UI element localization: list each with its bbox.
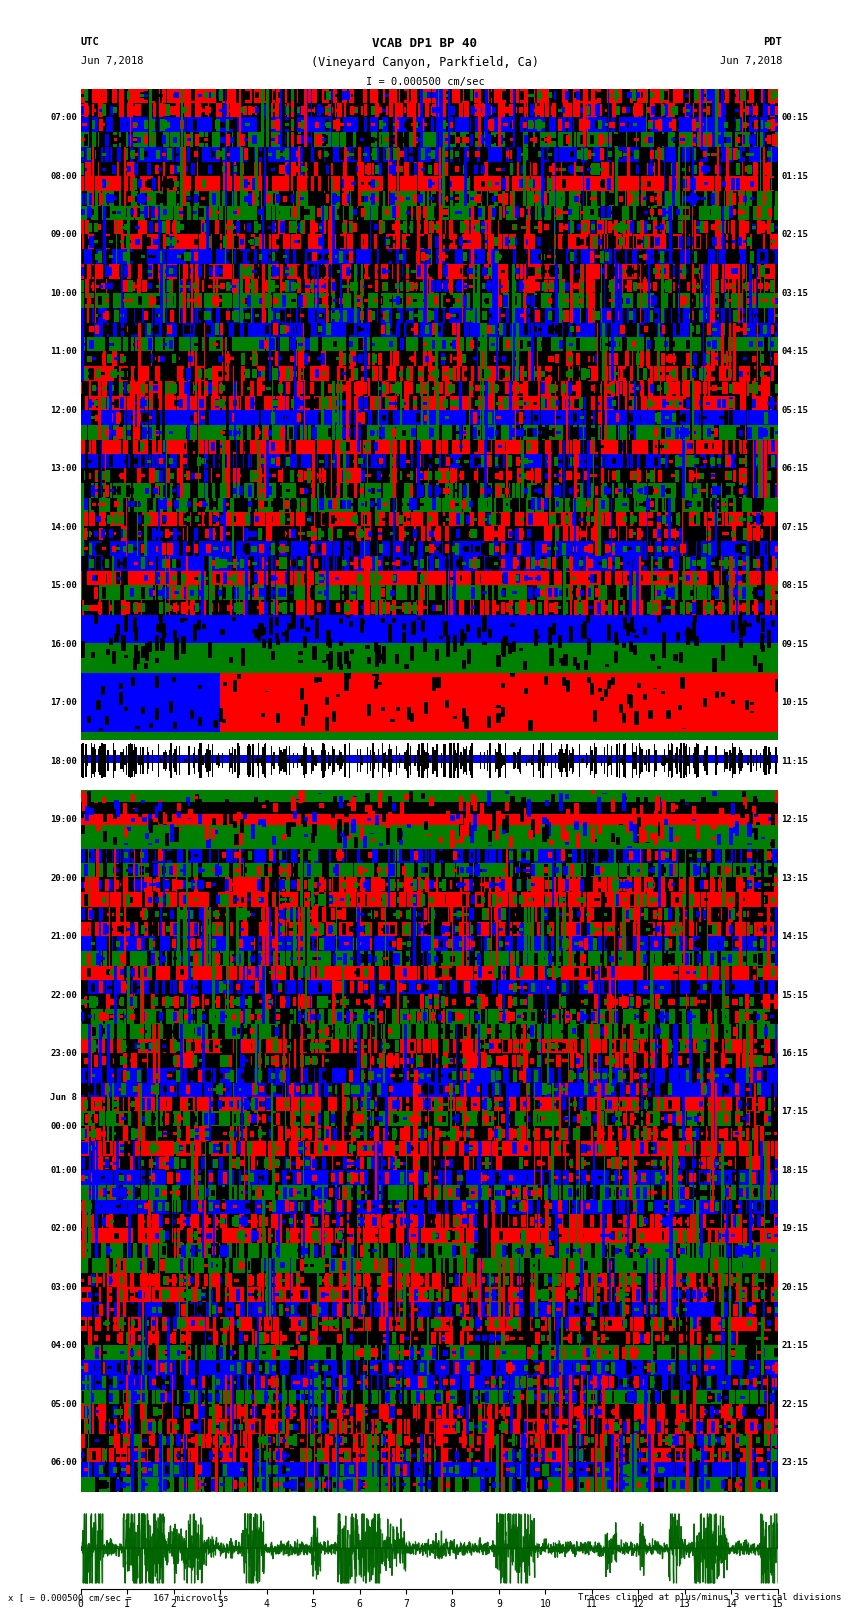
- Text: x [ = 0.000500 cm/sec =    167 microvolts: x [ = 0.000500 cm/sec = 167 microvolts: [8, 1592, 229, 1602]
- Text: 18:00: 18:00: [50, 756, 77, 766]
- Text: 12:00: 12:00: [50, 406, 77, 415]
- Text: 05:00: 05:00: [50, 1400, 77, 1408]
- Text: 15:00: 15:00: [50, 581, 77, 590]
- Text: 19:15: 19:15: [781, 1224, 808, 1234]
- Text: 02:00: 02:00: [50, 1224, 77, 1234]
- Text: 13:15: 13:15: [781, 874, 808, 882]
- Text: 19:00: 19:00: [50, 815, 77, 824]
- Text: (Vineyard Canyon, Parkfield, Ca): (Vineyard Canyon, Parkfield, Ca): [311, 56, 539, 69]
- Text: 03:15: 03:15: [781, 289, 808, 298]
- Text: 13:00: 13:00: [50, 465, 77, 473]
- Text: 11:00: 11:00: [50, 347, 77, 356]
- Text: 17:00: 17:00: [50, 698, 77, 706]
- Text: 14:15: 14:15: [781, 932, 808, 940]
- Text: 21:15: 21:15: [781, 1342, 808, 1350]
- Text: 00:15: 00:15: [781, 113, 808, 123]
- Text: 07:15: 07:15: [781, 523, 808, 532]
- Text: 01:00: 01:00: [50, 1166, 77, 1174]
- Text: Jun 7,2018: Jun 7,2018: [719, 56, 782, 66]
- Text: 11:15: 11:15: [781, 756, 808, 766]
- Text: 15:15: 15:15: [781, 990, 808, 1000]
- Text: Jun 7,2018: Jun 7,2018: [81, 56, 144, 66]
- Text: 03:00: 03:00: [50, 1282, 77, 1292]
- Text: 08:15: 08:15: [781, 581, 808, 590]
- Text: 06:15: 06:15: [781, 465, 808, 473]
- Text: 09:00: 09:00: [50, 231, 77, 239]
- Text: 09:15: 09:15: [781, 640, 808, 648]
- Text: 04:15: 04:15: [781, 347, 808, 356]
- Text: 20:00: 20:00: [50, 874, 77, 882]
- Text: 01:15: 01:15: [781, 173, 808, 181]
- Text: 23:00: 23:00: [50, 1048, 77, 1058]
- Text: 23:15: 23:15: [781, 1458, 808, 1468]
- Text: 20:15: 20:15: [781, 1282, 808, 1292]
- Text: 22:00: 22:00: [50, 990, 77, 1000]
- Text: Jun 8: Jun 8: [50, 1094, 77, 1102]
- Text: 16:15: 16:15: [781, 1048, 808, 1058]
- Text: I = 0.000500 cm/sec: I = 0.000500 cm/sec: [366, 77, 484, 87]
- Text: 05:15: 05:15: [781, 406, 808, 415]
- Text: 22:15: 22:15: [781, 1400, 808, 1408]
- Text: 04:00: 04:00: [50, 1342, 77, 1350]
- Text: 02:15: 02:15: [781, 231, 808, 239]
- Text: PDT: PDT: [763, 37, 782, 47]
- Text: 10:00: 10:00: [50, 289, 77, 298]
- Text: 00:00: 00:00: [50, 1123, 77, 1131]
- Text: 16:00: 16:00: [50, 640, 77, 648]
- Text: 07:00: 07:00: [50, 113, 77, 123]
- Text: 12:15: 12:15: [781, 815, 808, 824]
- Text: 06:00: 06:00: [50, 1458, 77, 1468]
- Text: 21:00: 21:00: [50, 932, 77, 940]
- Text: 18:15: 18:15: [781, 1166, 808, 1174]
- Text: UTC: UTC: [81, 37, 99, 47]
- Text: Traces clipped at plus/minus 3 vertical divisions: Traces clipped at plus/minus 3 vertical …: [578, 1592, 842, 1602]
- Text: VCAB DP1 BP 40: VCAB DP1 BP 40: [372, 37, 478, 50]
- Text: 10:15: 10:15: [781, 698, 808, 706]
- Text: 17:15: 17:15: [781, 1108, 808, 1116]
- Text: 08:00: 08:00: [50, 173, 77, 181]
- Text: 14:00: 14:00: [50, 523, 77, 532]
